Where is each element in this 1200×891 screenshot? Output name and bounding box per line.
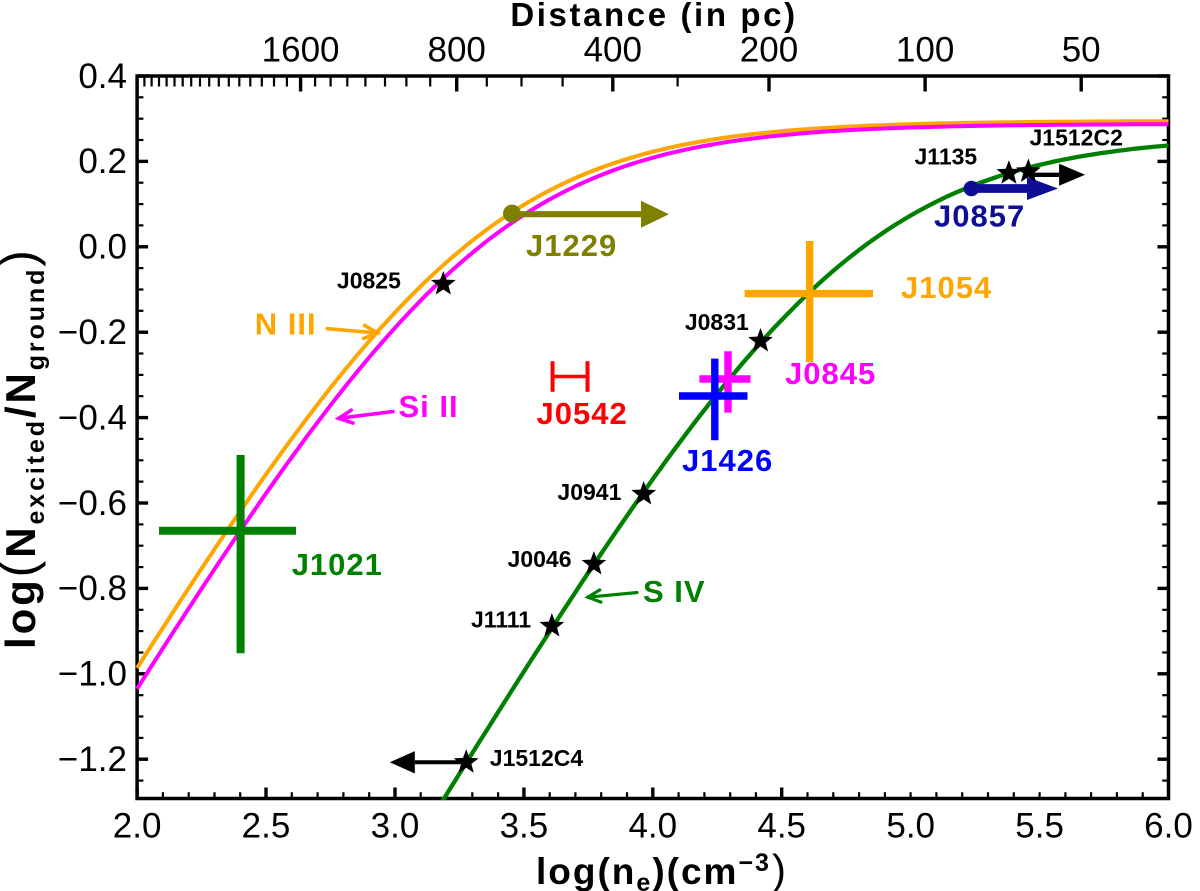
svg-text:S IV: S IV <box>643 574 706 609</box>
svg-text:J0825: J0825 <box>337 268 401 294</box>
svg-text:0.2: 0.2 <box>78 142 127 181</box>
svg-text:6.0: 6.0 <box>1144 806 1193 845</box>
svg-text:200: 200 <box>740 30 798 69</box>
svg-text:−1.0: −1.0 <box>58 655 127 694</box>
svg-text:1600: 1600 <box>262 30 340 69</box>
svg-text:−0.4: −0.4 <box>58 398 127 437</box>
svg-text:3.0: 3.0 <box>371 806 420 845</box>
svg-text:−0.8: −0.8 <box>58 569 127 608</box>
svg-text:−0.2: −0.2 <box>58 313 127 352</box>
svg-text:J1111: J1111 <box>471 606 531 632</box>
svg-text:−0.6: −0.6 <box>58 484 127 523</box>
svg-text:2.0: 2.0 <box>113 806 162 845</box>
svg-text:5.5: 5.5 <box>1015 806 1064 845</box>
svg-text:400: 400 <box>584 30 642 69</box>
svg-text:3.5: 3.5 <box>500 806 549 845</box>
svg-text:4.5: 4.5 <box>757 806 806 845</box>
svg-text:J1512C4: J1512C4 <box>490 745 584 771</box>
svg-text:Distance (in pc): Distance (in pc) <box>510 0 797 33</box>
svg-text:N III: N III <box>255 306 317 341</box>
svg-text:J1426: J1426 <box>682 443 773 478</box>
svg-text:−1.2: −1.2 <box>58 740 127 779</box>
svg-text:J0046: J0046 <box>508 546 572 572</box>
svg-text:Si II: Si II <box>399 389 459 424</box>
svg-text:50: 50 <box>1062 30 1101 69</box>
svg-text:5.0: 5.0 <box>886 806 935 845</box>
svg-text:log(ne)(cm−3): log(ne)(cm−3) <box>536 846 788 891</box>
svg-text:J0542: J0542 <box>537 396 628 431</box>
svg-text:800: 800 <box>427 30 485 69</box>
svg-text:0.0: 0.0 <box>78 228 127 267</box>
svg-text:J1054: J1054 <box>901 270 992 305</box>
svg-text:J1229: J1229 <box>526 228 617 263</box>
svg-text:4.0: 4.0 <box>628 806 677 845</box>
svg-text:0.4: 0.4 <box>78 57 127 96</box>
svg-text:100: 100 <box>896 30 954 69</box>
svg-text:2.5: 2.5 <box>242 806 291 845</box>
svg-text:log(Nexcited/Nground): log(Nexcited/Nground) <box>0 247 50 649</box>
svg-text:J0831: J0831 <box>685 309 749 335</box>
svg-text:J0857: J0857 <box>934 199 1025 234</box>
svg-text:J0845: J0845 <box>785 356 876 391</box>
svg-text:J1135: J1135 <box>915 144 978 170</box>
svg-text:J0941: J0941 <box>557 479 621 505</box>
svg-text:J1512C2: J1512C2 <box>1030 124 1123 150</box>
svg-text:J1021: J1021 <box>292 547 383 582</box>
